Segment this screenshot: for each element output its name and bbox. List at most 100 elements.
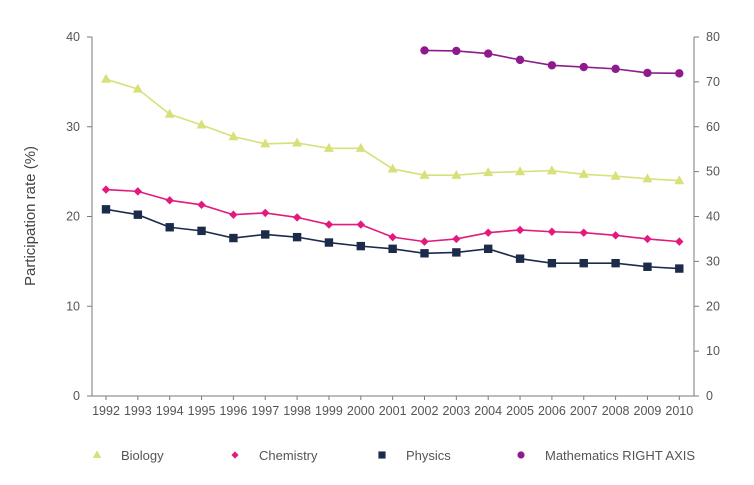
right-tick-label: 70 [706, 75, 720, 89]
legend-marker-circle [517, 451, 525, 459]
right-tick-label: 20 [706, 299, 720, 313]
legend-label: Chemistry [259, 448, 318, 463]
legend: Biology Chemistry Physics Mathematics RIGHT… [92, 448, 695, 463]
data-point [292, 213, 302, 222]
data-point [579, 258, 588, 268]
legend-item: Mathematics RIGHT AXIS [517, 448, 695, 463]
data-point [515, 166, 526, 176]
data-point [420, 46, 429, 55]
data-point [261, 230, 270, 239]
x-tick-label: 1992 [92, 404, 120, 418]
data-point [292, 232, 302, 242]
data-point [675, 264, 684, 273]
x-tick-label: 1998 [283, 404, 311, 418]
legend-marker-diamond [231, 451, 239, 459]
data-point [229, 210, 238, 219]
data-point [420, 249, 429, 258]
legend-item: Biology [92, 448, 164, 463]
data-point [484, 49, 493, 58]
x-tick-label: 2004 [474, 404, 502, 418]
data-point [356, 241, 365, 251]
left-tick-label: 10 [66, 299, 80, 313]
data-point [228, 131, 239, 141]
data-point [355, 142, 366, 152]
data-point [452, 248, 461, 257]
legend-item: Physics [378, 448, 451, 463]
legend-item: Chemistry [231, 448, 318, 463]
data-point [292, 137, 303, 147]
data-point [420, 237, 429, 246]
right-tick-label: 50 [706, 165, 720, 179]
x-tick-label: 1994 [156, 404, 184, 418]
data-point [547, 258, 557, 268]
data-point [197, 226, 206, 236]
data-point [132, 83, 143, 93]
x-tick-label: 1999 [315, 404, 343, 418]
legend-label: Biology [121, 448, 164, 463]
data-point [643, 262, 652, 271]
data-point [546, 165, 557, 175]
series-chemistry [101, 185, 684, 246]
x-tick-label: 2006 [538, 404, 566, 418]
legend-marker-triangle [92, 450, 102, 459]
data-point [579, 228, 588, 237]
data-point [164, 108, 175, 118]
data-point [388, 244, 397, 254]
right-tick-label: 40 [706, 210, 720, 224]
data-point [101, 73, 111, 83]
x-tick-label: 2003 [442, 404, 470, 418]
data-point [133, 210, 143, 219]
data-point [484, 228, 493, 237]
left-tick-label: 40 [66, 30, 80, 44]
data-point [579, 62, 588, 72]
data-point [515, 55, 525, 65]
data-point [611, 258, 620, 268]
data-point [611, 64, 620, 74]
data-point [452, 234, 461, 244]
data-point [483, 167, 494, 177]
data-point [229, 233, 238, 243]
data-point [101, 185, 111, 194]
data-point [323, 142, 334, 152]
x-tick-label: 2008 [602, 404, 630, 418]
data-point [387, 163, 398, 173]
data-point [451, 169, 462, 179]
data-point [133, 187, 143, 196]
data-point [356, 220, 365, 229]
right-tick-label: 10 [706, 344, 720, 358]
x-tick-label: 2009 [634, 404, 662, 418]
legend-label: Physics [406, 448, 451, 463]
data-point [261, 208, 270, 218]
data-point [674, 175, 685, 185]
data-point [260, 138, 271, 148]
data-point [196, 119, 207, 129]
data-point [165, 196, 174, 205]
data-point [611, 231, 620, 240]
data-point [643, 68, 652, 78]
data-point [547, 61, 557, 70]
right-tick-label: 30 [706, 254, 720, 268]
data-point [419, 169, 430, 179]
data-point [388, 232, 397, 242]
x-tick-label: 2010 [665, 404, 693, 418]
x-tick-label: 1995 [188, 404, 216, 418]
data-point [675, 237, 684, 246]
data-point [515, 225, 525, 235]
right-tick-label: 0 [706, 389, 713, 403]
x-tick-label: 2007 [570, 404, 598, 418]
x-tick-label: 1993 [124, 404, 152, 418]
legend-label: Mathematics RIGHT AXIS [545, 448, 695, 463]
data-point [452, 46, 461, 56]
chart-axes: 0 10 20 30 40 0 10 20 30 40 50 60 70 80 1992 1993 1994 19… [66, 30, 720, 418]
data-point [484, 244, 493, 254]
x-tick-label: 2000 [347, 404, 375, 418]
data-point [675, 69, 684, 78]
right-tick-label: 80 [706, 30, 720, 44]
data-point [324, 238, 334, 247]
data-point [101, 205, 111, 214]
data-point [515, 254, 525, 263]
x-tick-label: 2002 [411, 404, 439, 418]
data-point [324, 220, 334, 229]
data-point [165, 223, 174, 232]
